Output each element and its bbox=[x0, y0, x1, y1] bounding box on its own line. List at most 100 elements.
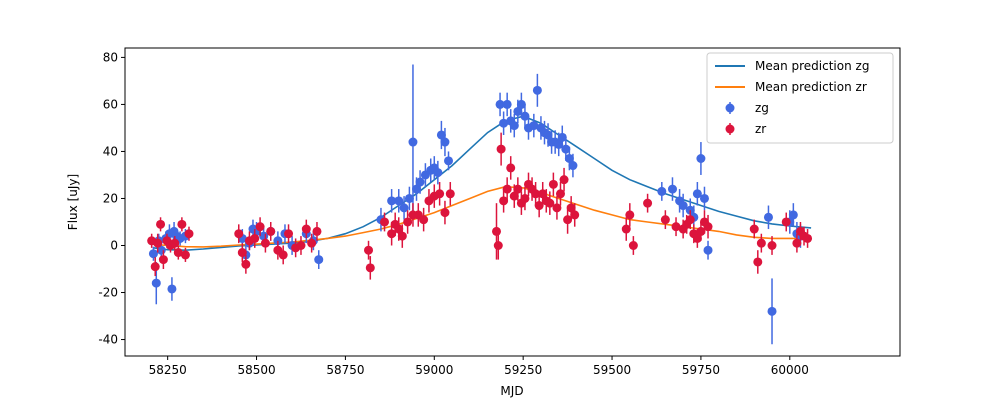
x-tick-label: 58500 bbox=[237, 363, 275, 377]
x-tick-label: 60000 bbox=[771, 363, 809, 377]
data-point-zr bbox=[156, 219, 166, 229]
legend-marker-zg bbox=[725, 103, 735, 113]
data-point-zr bbox=[150, 262, 160, 272]
data-point-zg bbox=[314, 255, 324, 265]
data-point-zg bbox=[564, 154, 574, 164]
data-point-zg bbox=[667, 184, 677, 194]
data-point-zr bbox=[419, 215, 429, 225]
data-point-zr bbox=[173, 248, 183, 258]
legend-label-zg: zg bbox=[755, 101, 769, 115]
legend-marker-zr bbox=[725, 124, 735, 134]
data-point-zr bbox=[170, 238, 180, 248]
data-point-zr bbox=[312, 226, 322, 236]
y-tick-label: -40 bbox=[98, 333, 118, 347]
data-point-zr bbox=[781, 217, 791, 227]
data-point-zr bbox=[177, 219, 187, 229]
data-point-zr bbox=[301, 224, 311, 234]
data-point-zr bbox=[643, 198, 653, 208]
data-point-zg bbox=[543, 130, 553, 140]
data-point-zg bbox=[513, 106, 523, 116]
data-point-zr bbox=[496, 144, 506, 154]
data-point-zr bbox=[749, 224, 759, 234]
data-point-zr bbox=[502, 184, 512, 194]
data-point-zr bbox=[180, 250, 190, 260]
data-point-zr bbox=[692, 233, 702, 243]
data-point-zr bbox=[513, 184, 523, 194]
data-point-zg bbox=[444, 156, 454, 166]
data-point-zg bbox=[415, 177, 425, 187]
data-point-zg bbox=[436, 130, 446, 140]
data-point-zr bbox=[365, 263, 375, 273]
data-point-zg bbox=[788, 210, 798, 220]
data-point-zg bbox=[767, 306, 777, 316]
data-point-zg bbox=[554, 139, 564, 149]
data-point-zg bbox=[502, 99, 512, 109]
data-point-zr bbox=[387, 229, 397, 239]
data-point-zr bbox=[266, 226, 276, 236]
data-point-zr bbox=[520, 193, 530, 203]
data-point-zr bbox=[158, 255, 168, 265]
x-tick-label: 59000 bbox=[415, 363, 453, 377]
y-tick-label: 20 bbox=[103, 191, 118, 205]
data-point-zr bbox=[394, 224, 404, 234]
data-point-zg bbox=[699, 193, 709, 203]
x-axis: 58250 58500 58750 59000 59250 59500 59750 60000 bbox=[149, 356, 809, 377]
data-point-zr bbox=[621, 224, 631, 234]
data-point-zg bbox=[167, 284, 177, 294]
data-point-zr bbox=[545, 198, 555, 208]
data-point-zg bbox=[557, 132, 567, 142]
y-tick-label: 40 bbox=[103, 144, 118, 158]
data-point-zr bbox=[234, 229, 244, 239]
data-point-zr bbox=[803, 233, 813, 243]
data-point-zr bbox=[445, 189, 455, 199]
data-point-zr bbox=[499, 196, 509, 206]
data-point-zg bbox=[696, 154, 706, 164]
y-axis-label: Flux [uJy] bbox=[66, 174, 80, 230]
data-point-zg bbox=[412, 184, 422, 194]
data-point-zr bbox=[153, 238, 163, 248]
x-axis-label: MJD bbox=[500, 384, 523, 398]
data-point-zg bbox=[151, 278, 161, 288]
data-point-zg bbox=[433, 168, 443, 178]
data-point-zg bbox=[495, 99, 505, 109]
series-zr bbox=[147, 132, 813, 280]
data-point-zg bbox=[440, 137, 450, 147]
data-point-zr bbox=[403, 217, 413, 227]
x-tick-label: 59250 bbox=[504, 363, 542, 377]
data-point-zr bbox=[566, 203, 576, 213]
data-point-zr bbox=[184, 229, 194, 239]
data-point-zr bbox=[509, 191, 519, 201]
data-point-zg bbox=[148, 249, 158, 259]
data-point-zr bbox=[548, 179, 558, 189]
data-point-zg bbox=[561, 144, 571, 154]
data-point-zr bbox=[260, 238, 270, 248]
data-point-zr bbox=[685, 215, 695, 225]
data-point-zr bbox=[440, 208, 450, 218]
plot-frame bbox=[124, 47, 901, 357]
data-point-zr bbox=[660, 215, 670, 225]
data-point-zr bbox=[284, 229, 294, 239]
data-point-zg bbox=[529, 121, 539, 131]
x-tick-label: 58250 bbox=[149, 363, 187, 377]
data-point-zg bbox=[516, 99, 526, 109]
data-point-zr bbox=[435, 189, 445, 199]
data-point-zr bbox=[397, 231, 407, 241]
data-point-zg bbox=[404, 193, 414, 203]
data-point-zr bbox=[492, 226, 502, 236]
y-tick-label: -20 bbox=[98, 286, 118, 300]
x-tick-label: 59500 bbox=[593, 363, 631, 377]
data-point-zg bbox=[692, 189, 702, 199]
y-axis: -40 -20 0 20 40 60 80 bbox=[98, 50, 125, 347]
data-point-zr bbox=[628, 240, 638, 250]
data-point-zr bbox=[767, 240, 777, 250]
x-tick-label: 58750 bbox=[326, 363, 364, 377]
legend: Mean prediction zg Mean prediction zr zg… bbox=[706, 52, 894, 144]
legend-label-zg-line: Mean prediction zg bbox=[755, 59, 869, 73]
data-point-zg bbox=[399, 203, 409, 213]
x-tick-label: 59750 bbox=[682, 363, 720, 377]
legend-label-zr-line: Mean prediction zr bbox=[755, 80, 867, 94]
data-point-zg bbox=[532, 85, 542, 95]
data-point-zr bbox=[531, 189, 541, 199]
data-point-zg bbox=[678, 201, 688, 211]
